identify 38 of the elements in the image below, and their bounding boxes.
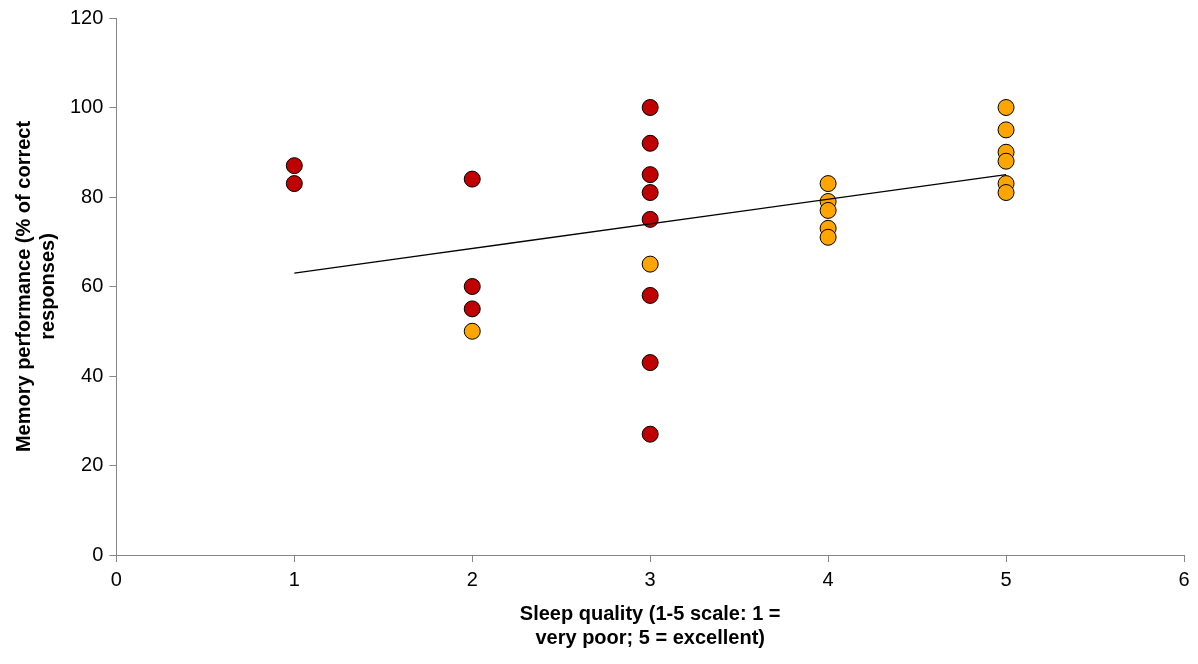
point bbox=[997, 184, 1015, 202]
x-tick-label: 5 bbox=[1000, 567, 1012, 590]
point bbox=[819, 228, 837, 246]
y-tick-label: 40 bbox=[81, 363, 104, 386]
x-tick-label: 0 bbox=[110, 567, 122, 590]
y-axis-title: Memory performance (% of correct responses) bbox=[11, 120, 58, 453]
y-tick-label: 80 bbox=[81, 184, 104, 207]
y-tick-label: 20 bbox=[81, 453, 104, 476]
point bbox=[285, 157, 303, 175]
y-tick-label: 100 bbox=[69, 95, 104, 118]
y-tick-label: 120 bbox=[69, 5, 104, 28]
y-tick-label: 0 bbox=[92, 542, 104, 565]
point bbox=[641, 184, 659, 202]
point bbox=[641, 134, 659, 152]
point bbox=[641, 425, 659, 443]
point bbox=[463, 278, 481, 295]
point bbox=[285, 175, 303, 193]
y-tick-label: 60 bbox=[81, 274, 104, 297]
x-tick-label: 4 bbox=[822, 567, 834, 590]
point bbox=[641, 99, 659, 116]
point bbox=[463, 322, 481, 340]
point bbox=[641, 166, 659, 184]
point bbox=[641, 354, 659, 372]
x-tick-label: 2 bbox=[466, 567, 478, 590]
point bbox=[463, 300, 481, 318]
point bbox=[463, 170, 481, 188]
point bbox=[997, 99, 1015, 116]
point bbox=[641, 210, 659, 228]
point bbox=[819, 175, 837, 193]
x-tick-label: 6 bbox=[1178, 567, 1190, 590]
point bbox=[641, 255, 659, 273]
point bbox=[819, 201, 837, 219]
x-tick-label: 1 bbox=[288, 567, 300, 590]
x-tick-label: 3 bbox=[644, 567, 656, 590]
point bbox=[641, 286, 659, 304]
x-axis-title: Sleep quality (1-5 scale: 1 = very poor; 5 = excellent) bbox=[519, 601, 781, 648]
point bbox=[997, 152, 1015, 170]
point bbox=[997, 121, 1015, 139]
